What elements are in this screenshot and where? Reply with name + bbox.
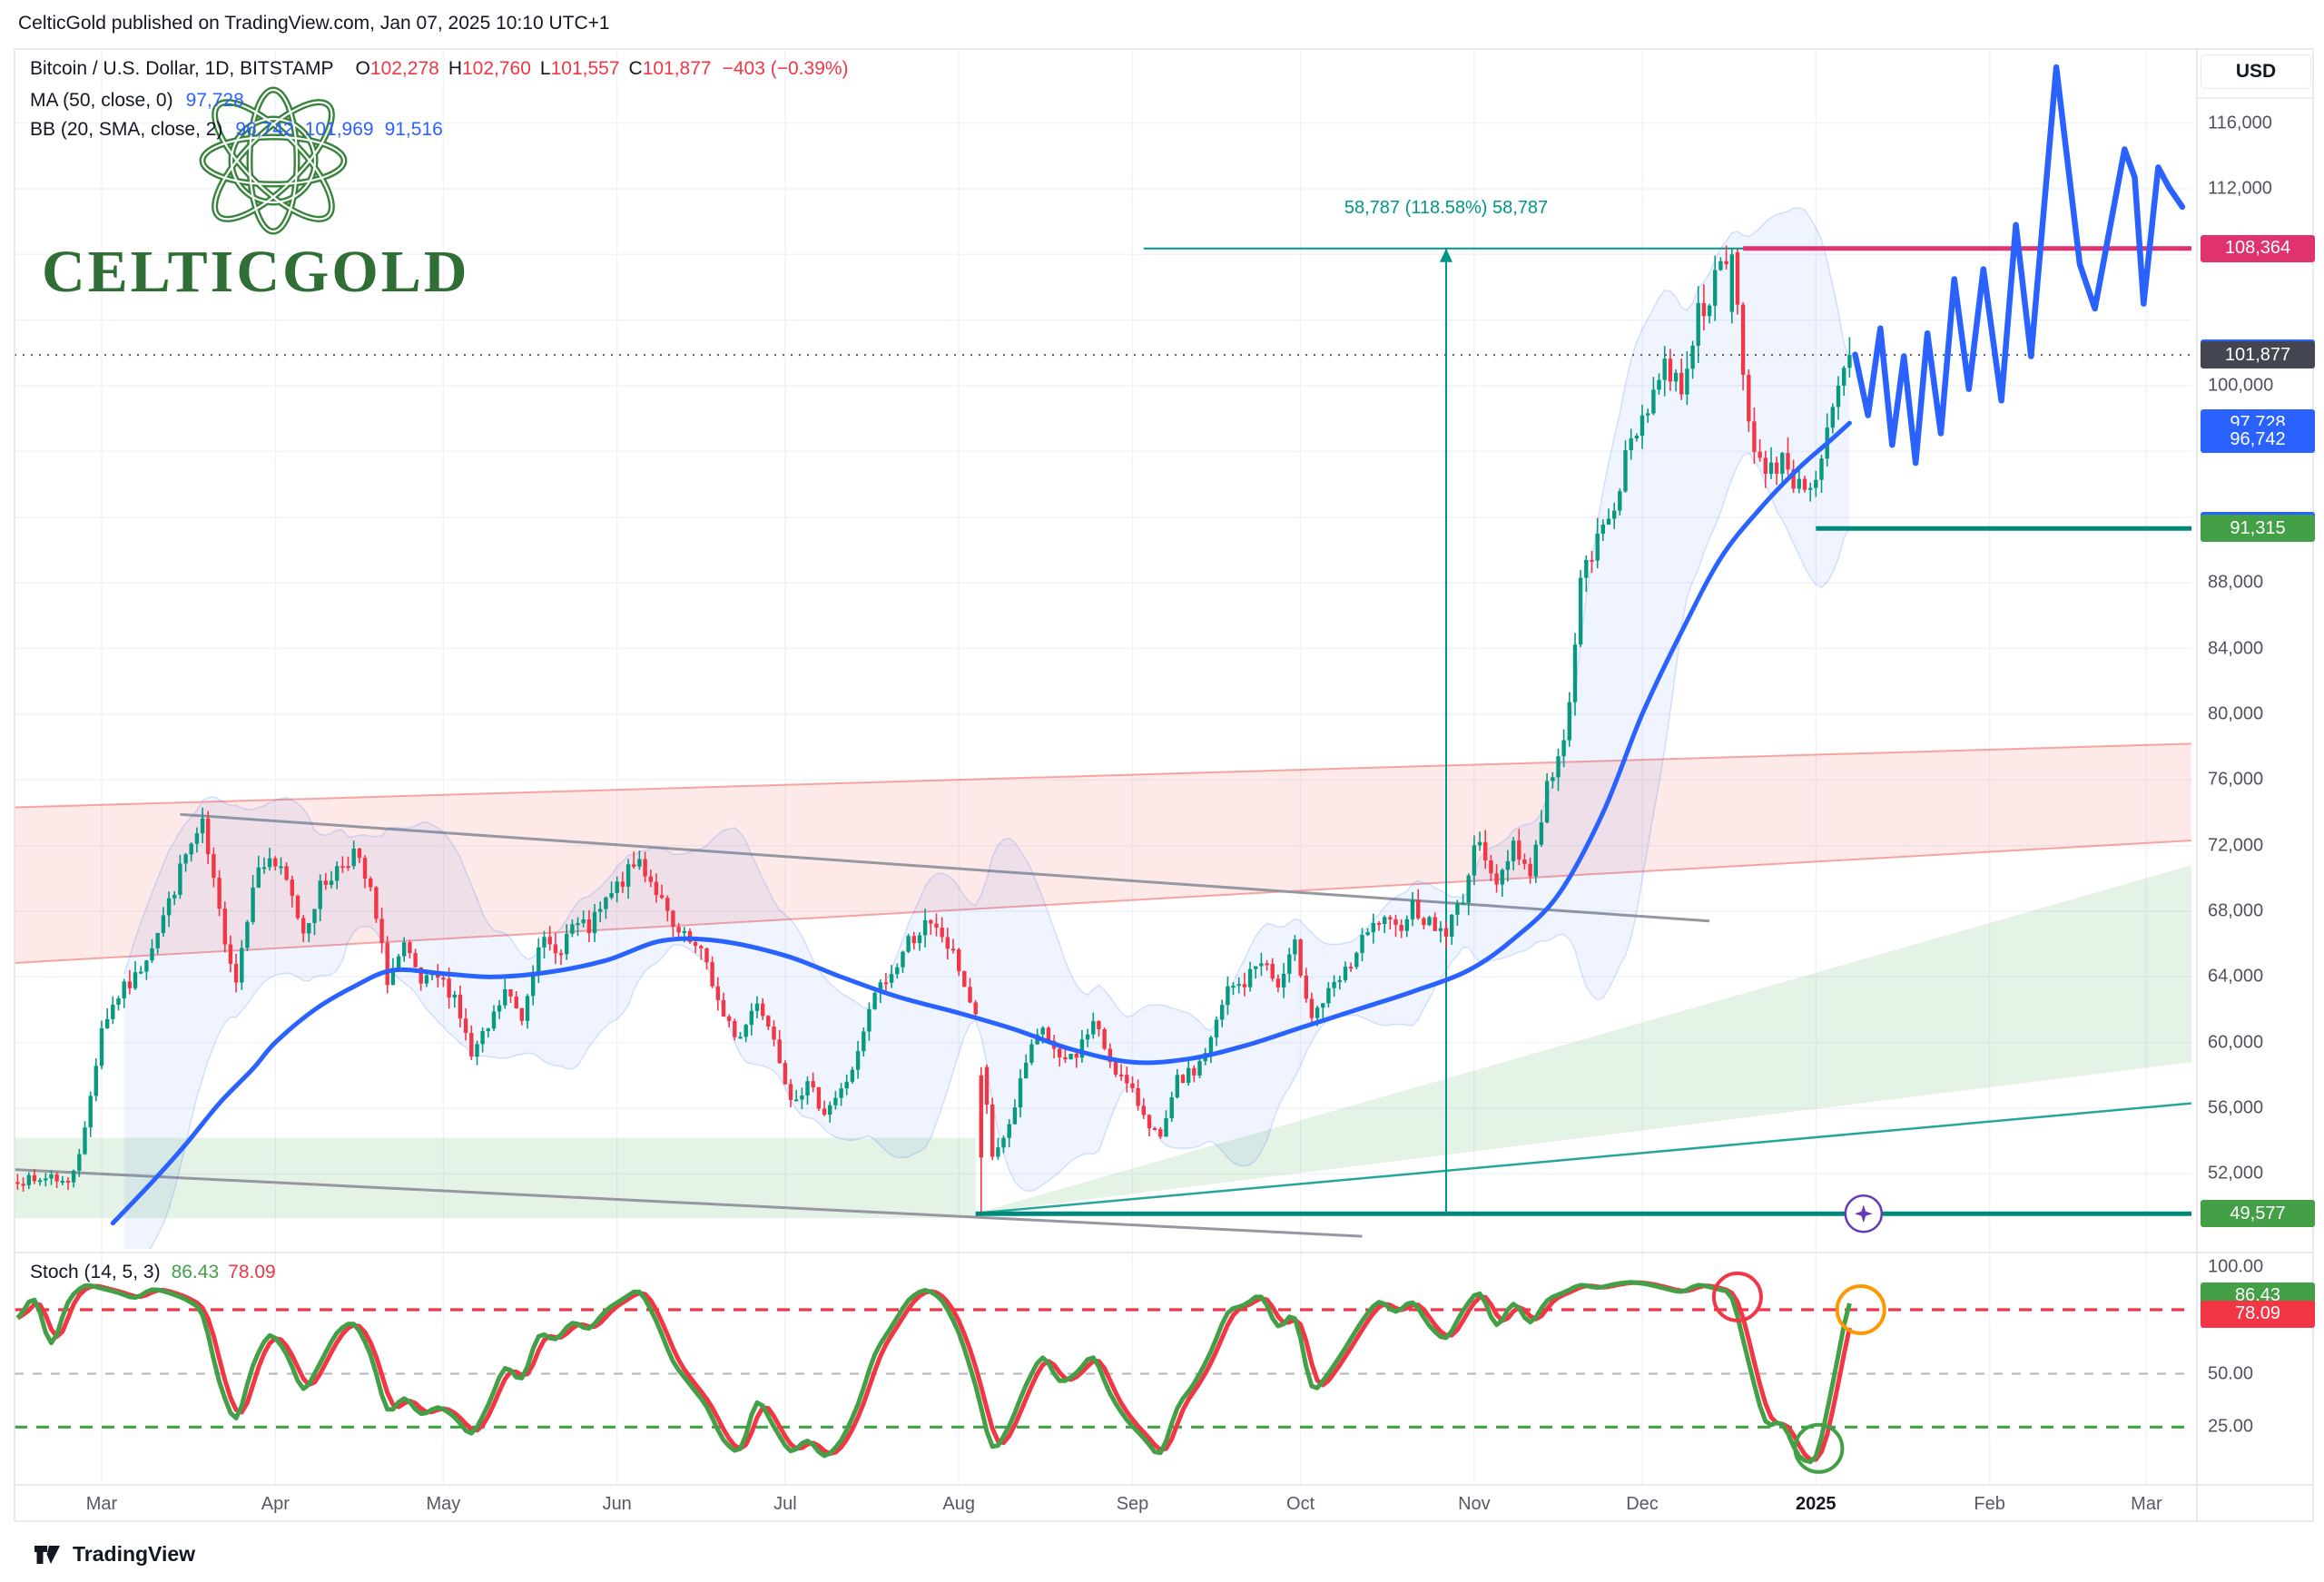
time-label-Jul: Jul — [773, 1494, 797, 1514]
price-tick: 100,000 — [2208, 375, 2274, 396]
symbol-legend: Bitcoin / U.S. Dollar, 1D, BITSTAMP O102,… — [30, 58, 849, 80]
time-label-Dec: Dec — [1626, 1494, 1659, 1514]
price-tick: 68,000 — [2208, 900, 2264, 921]
time-label-Mar: Mar — [2131, 1494, 2162, 1514]
time-label-Nov: Nov — [1458, 1494, 1491, 1514]
stoch-tick: 25.00 — [2208, 1416, 2254, 1437]
time-label-Feb: Feb — [1974, 1494, 2005, 1514]
stoch-d-value: 78.09 — [228, 1262, 276, 1282]
price-tick: 84,000 — [2208, 638, 2264, 658]
stoch-tick: 50.00 — [2208, 1363, 2254, 1383]
time-label-Jun: Jun — [602, 1494, 632, 1514]
ma-legend: MA (50, close, 0) 97,728 — [30, 90, 255, 112]
high-value: 102,760 — [461, 58, 531, 79]
bb-basis-value: 96,742 — [235, 119, 294, 140]
time-label-2025: 2025 — [1796, 1494, 1837, 1514]
price-tick: 112,000 — [2208, 178, 2272, 199]
symbol-title: Bitcoin / U.S. Dollar, 1D, BITSTAMP — [30, 58, 334, 79]
price-tick: 64,000 — [2208, 966, 2264, 987]
price-tick: 116,000 — [2208, 113, 2272, 133]
price-tick: 88,000 — [2208, 572, 2264, 593]
price-axis[interactable]: 116,000 112,000 100,000 88,000 84,000 80,000 7… — [2197, 49, 2324, 1521]
price-tick: 60,000 — [2208, 1032, 2264, 1053]
price-tick: 72,000 — [2208, 835, 2264, 856]
close-value: 101,877 — [642, 58, 712, 79]
close-label: C — [628, 58, 643, 79]
open-value: 102,278 — [369, 58, 439, 79]
open-label: O — [355, 58, 370, 79]
bb-label: BB (20, SMA, close, 2) — [30, 119, 223, 140]
price-badge-101877: 101,877 — [2201, 341, 2315, 369]
time-label-Apr: Apr — [261, 1494, 290, 1514]
change-value: −403 (−0.39%) — [722, 58, 849, 79]
stoch-k-value: 86.43 — [171, 1262, 220, 1282]
low-label: L — [539, 58, 551, 79]
price-badge-96742: 96,742 — [2201, 426, 2315, 453]
price-badge-108364: 108,364 — [2201, 234, 2315, 262]
price-tick: 52,000 — [2208, 1163, 2264, 1184]
time-label-May: May — [426, 1494, 461, 1514]
time-label-Sep: Sep — [1116, 1494, 1149, 1514]
bb-upper-value: 101,969 — [304, 119, 374, 140]
stoch-tick: 100.00 — [2208, 1256, 2264, 1277]
low-value: 101,557 — [550, 58, 620, 79]
tradingview-logo-icon — [34, 1546, 60, 1564]
ma-label: MA (50, close, 0) — [30, 90, 173, 111]
price-tick: 76,000 — [2208, 769, 2264, 790]
tradingview-footer[interactable]: TradingView — [33, 1539, 195, 1568]
time-label-Mar: Mar — [85, 1494, 118, 1514]
price-badge-49577: 49,577 — [2201, 1200, 2315, 1228]
time-label-Aug: Aug — [942, 1494, 975, 1514]
bb-legend: BB (20, SMA, close, 2) 96,742 101,969 91,51… — [30, 119, 454, 141]
time-axis[interactable]: Mar Apr May Jun Jul Aug Sep Oct Nov Dec 2025 Feb Mar — [0, 1489, 2191, 1521]
high-label: H — [448, 58, 462, 79]
measurement-label: 58,787 (118.58%) 58,787 — [1344, 198, 1549, 218]
currency-toggle-button[interactable]: USD — [2201, 54, 2311, 89]
price-tick: 56,000 — [2208, 1097, 2264, 1118]
stoch-badge-7809: 78.09 — [2201, 1300, 2315, 1328]
tradingview-wordmark: TradingView — [73, 1541, 196, 1566]
bb-lower-value: 91,516 — [384, 119, 443, 140]
time-label-Oct: Oct — [1286, 1494, 1315, 1514]
price-badge-91315: 91,315 — [2201, 515, 2315, 543]
ma-value: 97,728 — [185, 90, 244, 111]
price-tick: 80,000 — [2208, 703, 2264, 724]
publish-header: CelticGold published on TradingView.com,… — [18, 13, 610, 34]
stoch-legend: Stoch (14, 5, 3) 86.43 78.09 — [30, 1262, 276, 1283]
stoch-label: Stoch (14, 5, 3) — [30, 1262, 161, 1282]
